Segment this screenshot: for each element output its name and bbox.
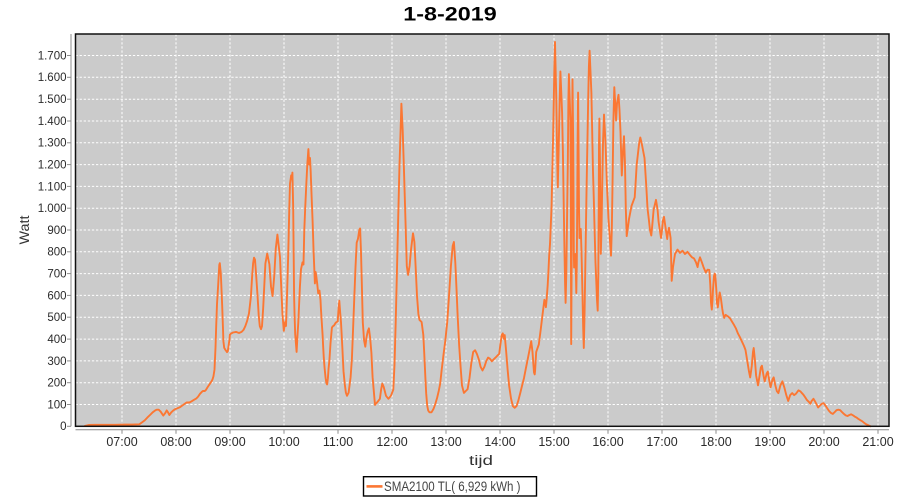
svg-text:10:00: 10:00 [268,435,299,449]
svg-text:16:00: 16:00 [592,435,623,449]
svg-text:21:00: 21:00 [862,435,893,449]
svg-text:400: 400 [47,334,66,346]
svg-text:1.000: 1.000 [38,203,67,215]
svg-text:800: 800 [47,247,66,259]
svg-text:1.400: 1.400 [38,116,67,128]
svg-text:19:00: 19:00 [754,435,785,449]
svg-text:0: 0 [60,421,66,433]
svg-text:18:00: 18:00 [700,435,731,449]
svg-text:500: 500 [47,312,66,324]
svg-text:11:00: 11:00 [323,435,353,449]
svg-text:700: 700 [47,269,66,281]
svg-text:200: 200 [47,378,66,390]
svg-text:08:00: 08:00 [160,435,191,449]
svg-text:17:00: 17:00 [646,435,677,449]
svg-text:600: 600 [47,290,66,302]
svg-text:1.500: 1.500 [38,94,67,106]
svg-text:1.300: 1.300 [38,138,67,150]
svg-text:1.100: 1.100 [38,181,67,193]
svg-text:1.700: 1.700 [38,50,67,62]
svg-text:09:00: 09:00 [214,435,245,449]
svg-text:15:00: 15:00 [538,435,569,449]
svg-text:20:00: 20:00 [808,435,839,449]
svg-text:900: 900 [47,225,66,237]
svg-text:14:00: 14:00 [484,435,515,449]
svg-text:1.200: 1.200 [38,160,67,172]
svg-text:100: 100 [47,399,66,411]
svg-text:07:00: 07:00 [106,435,137,449]
svg-text:1.600: 1.600 [38,72,67,84]
svg-text:300: 300 [47,356,66,368]
svg-text:13:00: 13:00 [430,435,461,449]
svg-text:Watt: Watt [17,215,32,244]
svg-text:12:00: 12:00 [376,435,407,449]
svg-text:SMA2100 TL( 6,929 kWh ): SMA2100 TL( 6,929 kWh ) [384,479,521,494]
svg-text:1-8-2019: 1-8-2019 [403,5,496,26]
svg-text:tijd: tijd [469,453,493,468]
